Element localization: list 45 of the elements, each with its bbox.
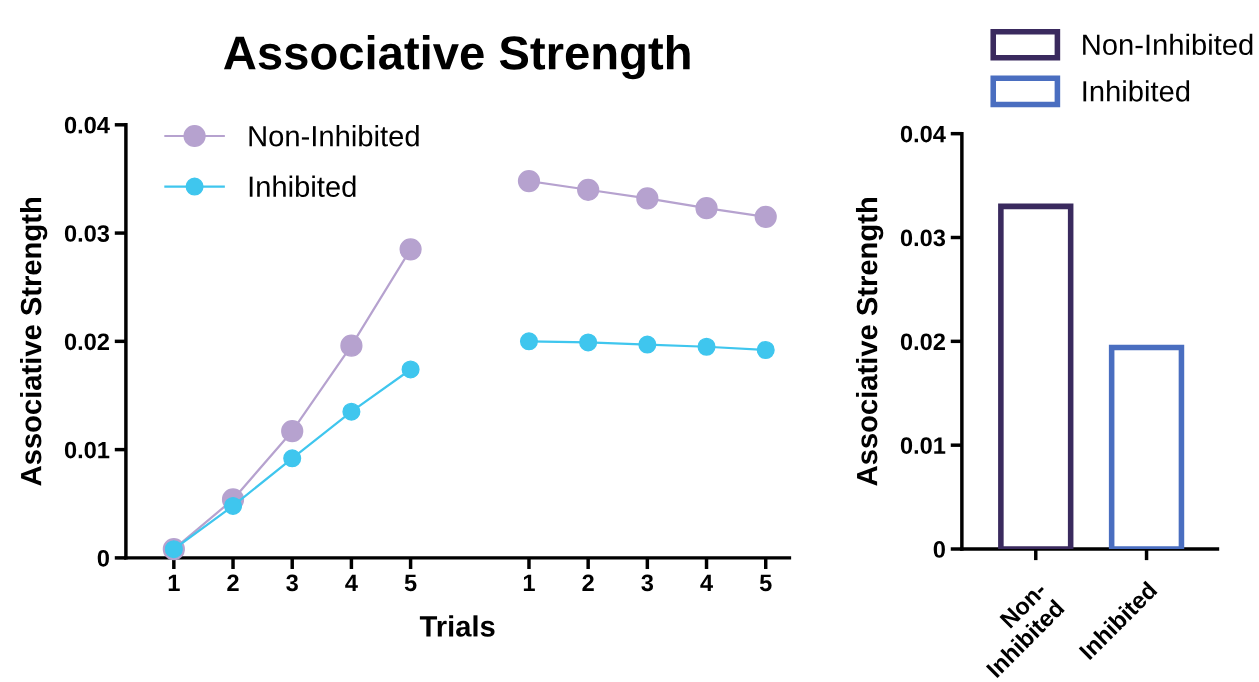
point <box>697 337 716 356</box>
x-tick-label: 3 <box>286 574 298 592</box>
y-tick-label: 0.02 <box>900 333 945 351</box>
x-tick-label: 2 <box>227 574 239 591</box>
y-tick-label: 0.01 <box>900 437 946 454</box>
x-tick-label: 1 <box>168 574 180 591</box>
point <box>517 169 541 193</box>
y-axis-title: Associative Strength <box>855 198 884 486</box>
y-tick-label: 0 <box>97 549 109 567</box>
point <box>756 340 775 360</box>
x-tick-label: 4 <box>700 574 713 591</box>
point <box>283 449 302 468</box>
point <box>636 187 659 210</box>
point <box>224 496 243 515</box>
point <box>519 332 538 351</box>
y-tick-label: 0.04 <box>64 116 110 134</box>
x-tick-label: 5 <box>404 574 417 592</box>
legend-label: Inhibited <box>1083 80 1190 102</box>
point <box>579 333 598 352</box>
y-tick-label: 0.04 <box>900 125 946 143</box>
y-tick-label: 0.03 <box>900 229 946 247</box>
x-tick-label: 1 <box>523 574 535 591</box>
x-tick-label: 2 <box>582 574 594 591</box>
y-tick-label: 0 <box>933 541 945 558</box>
legend-label: Non-Inhibited <box>249 125 419 147</box>
x-tick-label: 4 <box>345 574 358 591</box>
point <box>399 238 422 261</box>
legend-label: Non-Inhibited <box>1083 33 1253 56</box>
x-axis-title: Trials <box>419 615 495 637</box>
point <box>342 402 361 421</box>
point <box>638 335 657 354</box>
point <box>577 178 600 201</box>
point <box>281 420 304 443</box>
point <box>754 205 777 228</box>
chart-title: Associative Strength <box>223 35 690 80</box>
point <box>340 334 363 357</box>
legend-label: Inhibited <box>249 175 356 198</box>
point <box>695 197 718 220</box>
x-tick-label: 3 <box>641 574 654 592</box>
y-tick-label: 0.01 <box>64 441 110 459</box>
x-tick-label: 5 <box>759 574 772 592</box>
y-tick-label: 0.02 <box>64 333 109 351</box>
y-axis-title: Associative Strength <box>20 198 48 486</box>
point <box>401 360 420 379</box>
y-tick-label: 0.03 <box>64 225 110 242</box>
